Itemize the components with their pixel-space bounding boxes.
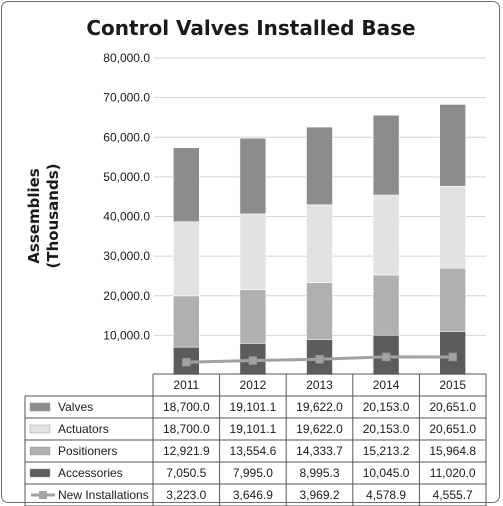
- new-installations-marker-2015: [448, 352, 458, 362]
- data-label: 3,223.0: [166, 488, 206, 502]
- bar-positioners-2012: [239, 289, 267, 344]
- data-label: 13,554.6: [230, 444, 277, 458]
- data-label: 12,921.9: [163, 444, 210, 458]
- x-tick-label: 2011: [173, 378, 199, 392]
- legend-key-marker: [39, 491, 47, 499]
- data-label: 15,964.8: [429, 444, 476, 458]
- new-installations-marker-2012: [248, 356, 258, 365]
- legend-label: New Installations: [58, 488, 149, 502]
- data-label: 19,622.0: [296, 422, 343, 436]
- legend-label: Valves: [58, 400, 93, 414]
- data-table: 2011 2012 2013 2014 2015 Valves 18,700.0 19,101…: [24, 373, 487, 506]
- data-label: 4,578.9: [366, 488, 406, 502]
- y-tick-label: 30,000.0: [103, 249, 150, 263]
- legend-key-valves: [29, 402, 51, 412]
- x-tick-label: 2015: [439, 378, 466, 392]
- x-tick-label: 2014: [373, 378, 400, 392]
- data-label: 18,700.0: [163, 422, 210, 436]
- bar-actuators-2012: [239, 213, 267, 290]
- chart-title: Control Valves Installed Base: [86, 16, 415, 40]
- data-label: 20,153.0: [363, 400, 410, 414]
- bar-valves-2015: [439, 104, 467, 187]
- new-installations-marker-2011: [182, 357, 191, 367]
- new-installations-marker-2013: [315, 354, 324, 364]
- data-label: 18,700.0: [163, 400, 210, 414]
- y-axis-label-line-2: (Thousands): [44, 164, 62, 269]
- data-label: 20,651.0: [429, 400, 476, 414]
- data-label: 8,995.3: [299, 466, 339, 480]
- y-tick-label: 70,000.0: [103, 91, 150, 105]
- legend-label: Accessories: [58, 466, 123, 480]
- y-axis-label: Assemblies (Thousands): [25, 164, 62, 269]
- y-tick-label: 40,000.0: [103, 210, 150, 224]
- legend-key-positioners: [29, 446, 51, 456]
- y-tick-label: 60,000.0: [103, 130, 150, 144]
- bar-actuators-2015: [439, 185, 467, 269]
- legend-label: Positioners: [58, 444, 117, 458]
- legend-key-accessories: [29, 468, 51, 478]
- data-label: 7,050.5: [166, 466, 206, 480]
- bar-actuators-2011: [173, 221, 200, 297]
- data-label: 20,153.0: [363, 422, 410, 436]
- data-label: 7,995.0: [233, 466, 273, 480]
- data-label: 11,020.0: [430, 466, 476, 480]
- data-label: 20,651.0: [429, 422, 476, 436]
- x-tick-label: 2013: [306, 378, 333, 392]
- data-label: 10,045.0: [363, 466, 410, 480]
- bar-positioners-2014: [372, 274, 400, 336]
- y-tick-label: 10,000.0: [103, 328, 150, 342]
- new-installations-marker-2014: [381, 352, 391, 362]
- data-label: 15,213.2: [363, 444, 410, 458]
- legend-key-actuators: [29, 424, 51, 434]
- data-label: 3,969.2: [299, 488, 339, 502]
- data-label: 3,646.9: [233, 488, 273, 502]
- y-tick-label: 50,000.0: [103, 170, 150, 184]
- bar-positioners-2015: [439, 267, 467, 332]
- bar-actuators-2014: [372, 194, 400, 276]
- data-label: 4,555.7: [433, 488, 473, 502]
- bar-actuators-2013: [306, 204, 333, 283]
- y-tick-label: 80,000.0: [103, 51, 150, 65]
- data-label: 19,101.1: [230, 400, 277, 414]
- bar-valves-2013: [306, 126, 333, 206]
- bar-valves-2012: [239, 137, 267, 215]
- bars: [173, 104, 467, 376]
- y-axis-label-line-1: Assemblies: [25, 168, 43, 263]
- new-installations-line: [182, 352, 458, 367]
- data-label: 19,101.1: [230, 422, 277, 436]
- legend-label: Actuators: [58, 422, 109, 436]
- data-label: 19,622.0: [296, 400, 343, 414]
- y-axis-ticks: 10,000.0 20,000.0 30,000.0 40,000.0 50,000.0…: [103, 51, 150, 342]
- bar-positioners-2013: [306, 282, 333, 340]
- y-tick-label: 20,000.0: [103, 289, 150, 303]
- bar-valves-2011: [173, 147, 200, 223]
- x-tick-label: 2012: [240, 378, 267, 392]
- data-label: 14,333.7: [296, 444, 343, 458]
- bar-valves-2014: [372, 114, 400, 196]
- bar-positioners-2011: [173, 295, 200, 348]
